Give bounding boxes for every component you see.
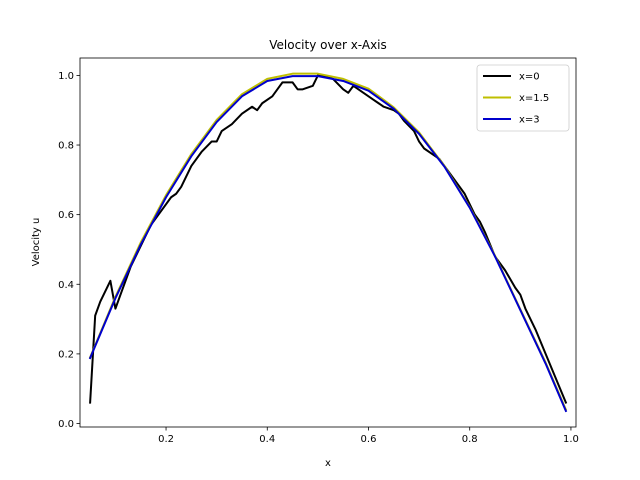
legend-label-2: x=1.5 — [519, 93, 549, 104]
x-tick-label-3: 0.6 — [361, 434, 377, 445]
y-tick-label-3: 0.4 — [58, 280, 74, 291]
legend-label-3: x=3 — [519, 115, 540, 126]
chart-title: Velocity over x-Axis — [269, 38, 387, 52]
x-tick-label-4: 0.8 — [462, 434, 478, 445]
legend: x=0 x=1.5 x=3 — [476, 64, 570, 132]
x-tick-label-1: 0.2 — [158, 434, 174, 445]
y-tick-label-6: 1.0 — [58, 71, 74, 82]
y-axis-label: Velocity u — [31, 218, 42, 267]
x-tick-label-5: 1.0 — [563, 434, 579, 445]
y-tick-label-2: 0.2 — [58, 349, 74, 360]
x-tick-label-2: 0.4 — [259, 434, 275, 445]
legend-box — [476, 64, 570, 132]
x-axis-label: x — [325, 458, 331, 469]
legend-label-1: x=0 — [519, 72, 540, 83]
y-tick-label-5: 0.8 — [58, 141, 74, 152]
y-tick-label-1: 0.0 — [58, 419, 74, 430]
series-group — [88, 72, 568, 413]
y-tick-label-4: 0.6 — [58, 210, 74, 221]
axes-frame — [79, 57, 577, 428]
plot-area: 0.2 0.4 0.6 0.8 1.0 0.0 0.2 0.4 0.6 0.8 1.0 — [58, 57, 579, 445]
series-line-3 — [88, 75, 568, 413]
